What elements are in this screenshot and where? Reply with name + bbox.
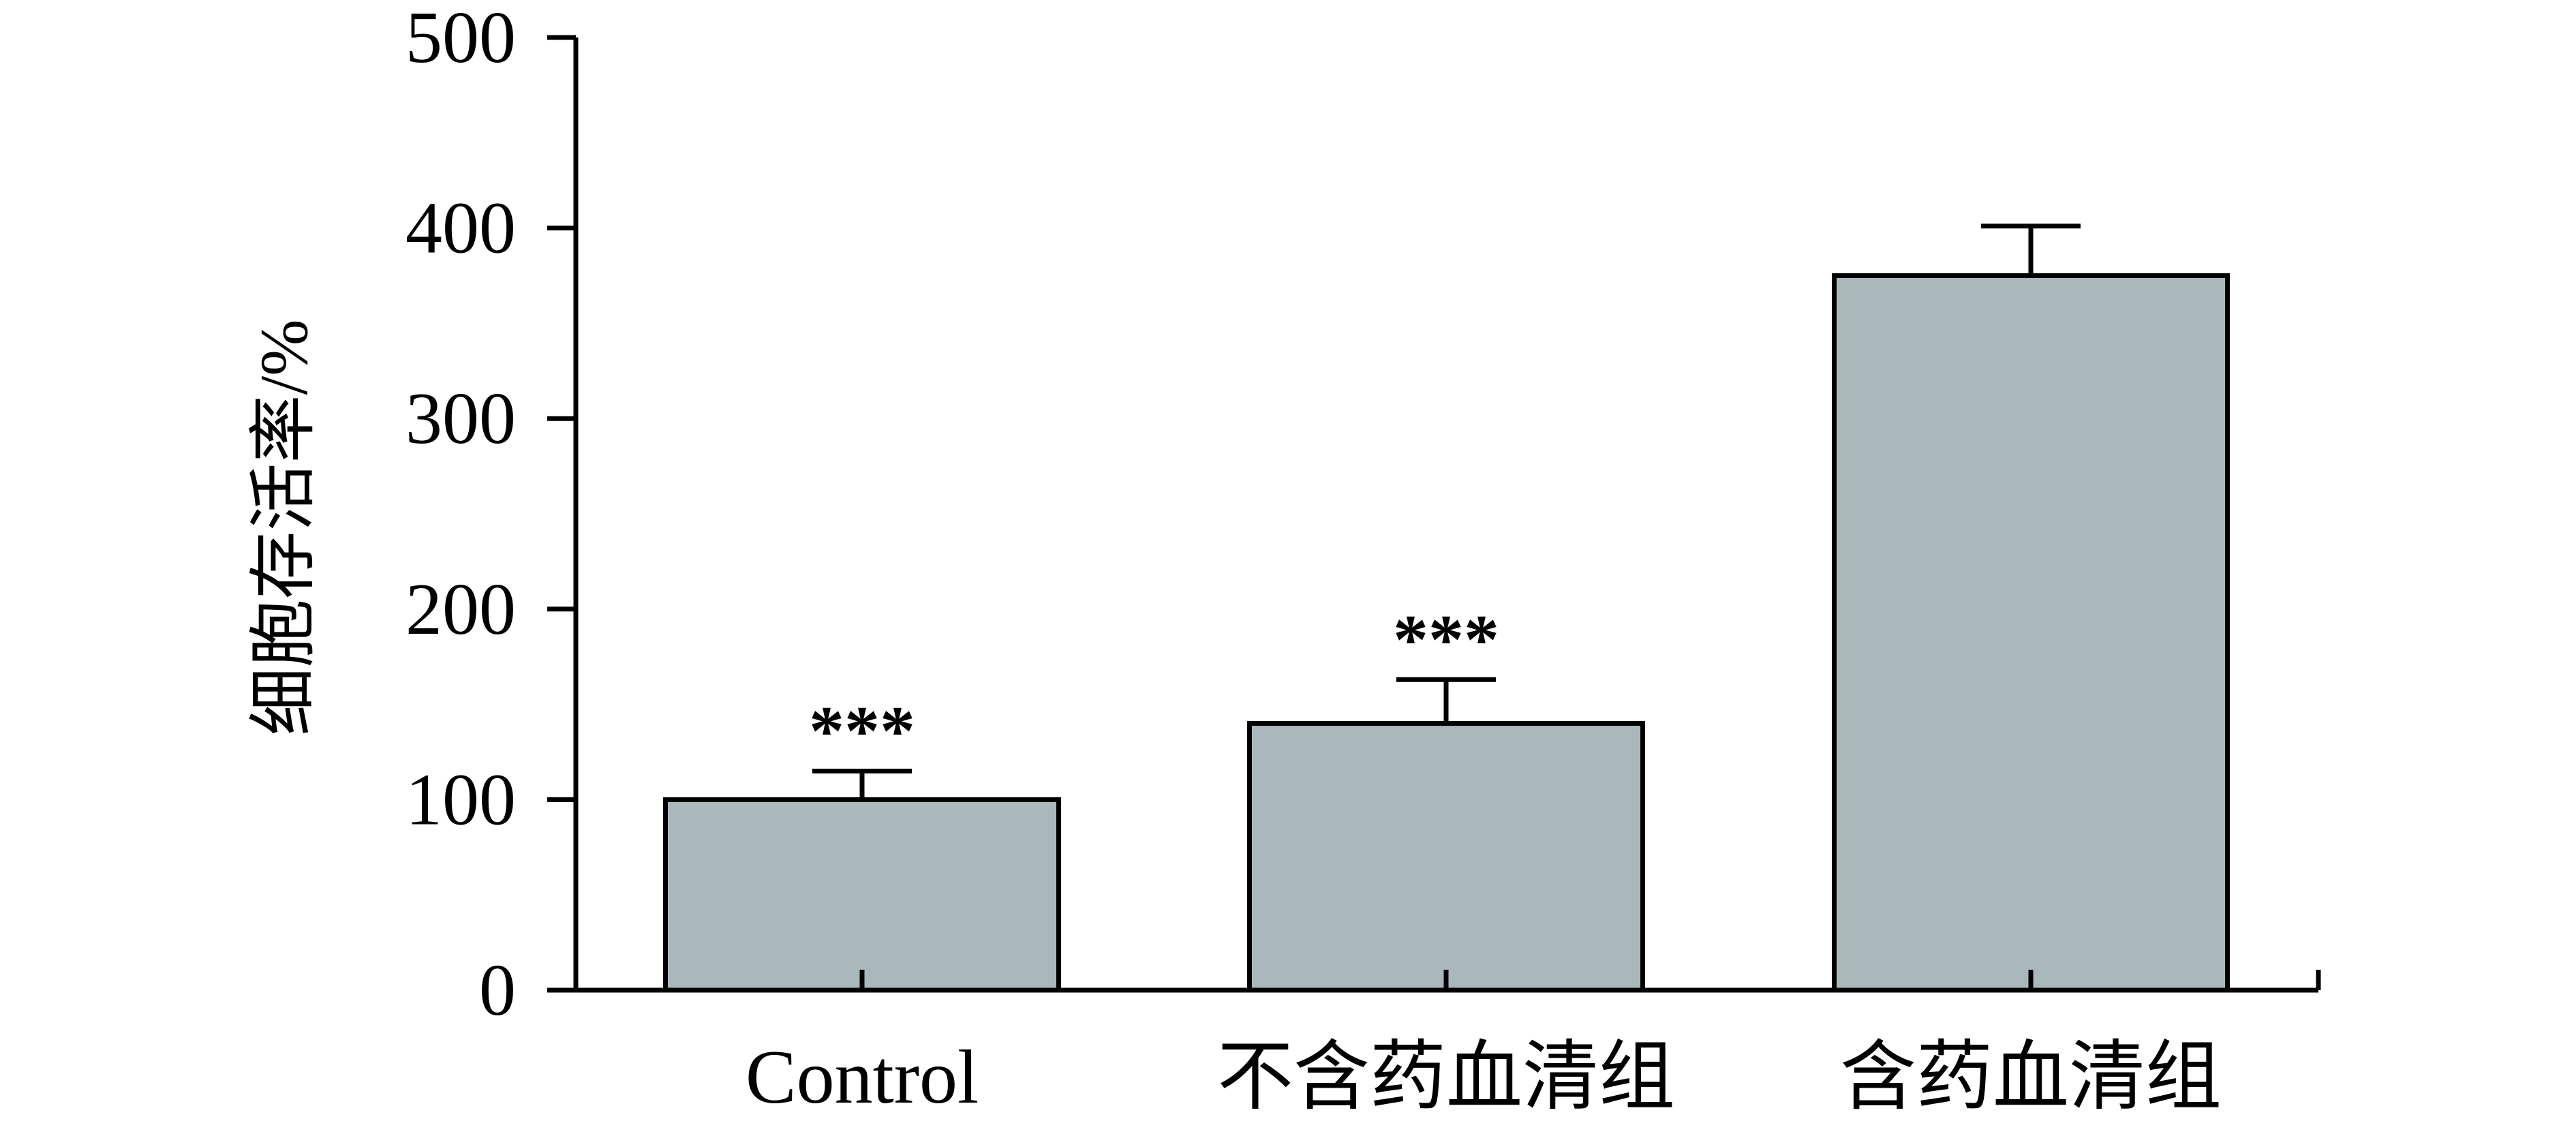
y-tick-label-300: 300 (405, 378, 516, 459)
bar-2 (1247, 721, 1645, 993)
category-label-1: Control (746, 1035, 979, 1120)
axes-group (547, 35, 2321, 993)
category-label-2: 不含药血清组 (1217, 1035, 1675, 1120)
y-tick-label-400: 400 (405, 188, 516, 269)
y-tick-label-0: 0 (479, 950, 516, 1031)
bar-1 (663, 797, 1061, 993)
error-bars-group (812, 224, 2081, 800)
significance-label-1: *** (809, 692, 915, 770)
y-tick-label-500: 500 (405, 0, 516, 78)
significance-label-2: *** (1393, 600, 1499, 679)
y-tick-label-100: 100 (405, 759, 516, 840)
category-label-3: 含药血清组 (1840, 1035, 2222, 1120)
y-axis-title: 细胞存活率/% (246, 319, 322, 735)
y-tick-label-200: 200 (405, 569, 516, 650)
bar-3 (1832, 273, 2230, 993)
labels-group: 0 100 200 300 400 500 Control 不含药血清组 含药血清组 *** *** (405, 0, 2222, 1120)
